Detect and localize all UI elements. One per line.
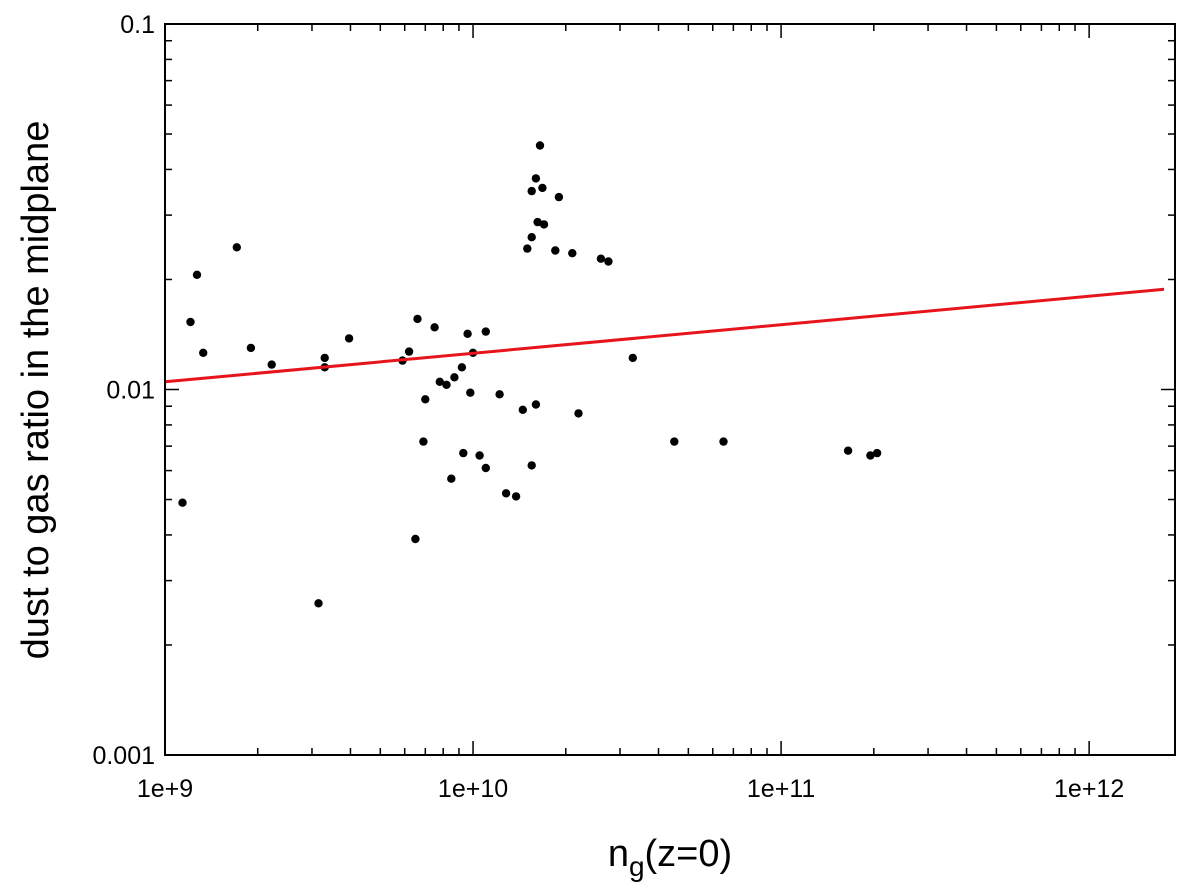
x-axis-label: ng(z=0) xyxy=(608,833,732,882)
data-point xyxy=(199,348,208,357)
data-point xyxy=(459,448,468,458)
data-point xyxy=(411,534,420,544)
x-tick-label: 1e+9 xyxy=(137,775,193,803)
data-point xyxy=(475,451,484,460)
data-point xyxy=(872,448,882,458)
data-point xyxy=(501,489,511,498)
x-tick-label: 1e+11 xyxy=(747,775,815,803)
axis-tick-labels: 1e+9 1e+10 1e+11 1e+12 0.001 0.01 0.1 xyxy=(92,11,1124,803)
data-point xyxy=(421,395,430,404)
data-point xyxy=(463,329,472,338)
data-point xyxy=(457,363,467,372)
data-point xyxy=(481,463,490,473)
axis-ticks xyxy=(164,23,1175,756)
data-point xyxy=(538,183,547,193)
data-point xyxy=(511,492,521,501)
data-point xyxy=(518,405,527,414)
data-point xyxy=(719,437,728,446)
fit-line-layer xyxy=(164,287,1165,384)
data-point xyxy=(574,409,583,418)
data-point xyxy=(267,360,276,369)
x-tick-label: 1e+12 xyxy=(1054,775,1124,803)
data-point xyxy=(450,373,459,382)
x-tick-label: 1e+10 xyxy=(438,775,508,803)
data-point xyxy=(232,243,241,252)
data-point xyxy=(419,437,428,446)
y-tick-label: 0.1 xyxy=(120,11,155,39)
data-point xyxy=(628,353,637,363)
data-point xyxy=(596,254,606,263)
data-point xyxy=(523,244,532,253)
data-point xyxy=(192,270,202,279)
data-point xyxy=(527,186,536,196)
data-point xyxy=(531,174,541,183)
data-point xyxy=(447,474,456,483)
data-point xyxy=(481,327,490,336)
data-point xyxy=(527,461,536,470)
data-point xyxy=(670,437,679,446)
plot-frame xyxy=(164,23,1176,756)
data-point xyxy=(186,317,195,327)
data-point xyxy=(533,217,542,227)
data-point xyxy=(178,498,187,507)
data-point xyxy=(320,353,329,363)
data-point xyxy=(246,343,256,353)
data-point xyxy=(568,249,577,258)
data-point xyxy=(527,233,536,242)
fit-line xyxy=(164,287,1165,384)
data-point xyxy=(535,141,545,150)
y-tick-label: 0.001 xyxy=(92,742,155,770)
data-point xyxy=(404,347,414,356)
data-point xyxy=(344,334,354,343)
y-tick-label: 0.01 xyxy=(106,377,155,405)
data-point xyxy=(539,220,549,229)
data-point xyxy=(413,314,422,324)
data-point xyxy=(495,390,504,399)
data-point xyxy=(554,192,564,202)
data-point xyxy=(551,246,560,255)
data-point xyxy=(314,599,323,608)
data-point xyxy=(531,400,541,409)
data-point xyxy=(442,380,451,389)
data-point xyxy=(604,257,613,266)
data-point xyxy=(866,451,875,460)
data-point xyxy=(843,446,853,455)
y-axis-label: dust to gas ratio in the midplane xyxy=(15,121,57,660)
data-point xyxy=(435,377,444,386)
data-point xyxy=(430,323,439,332)
data-point xyxy=(466,388,475,397)
data-points xyxy=(178,141,882,608)
